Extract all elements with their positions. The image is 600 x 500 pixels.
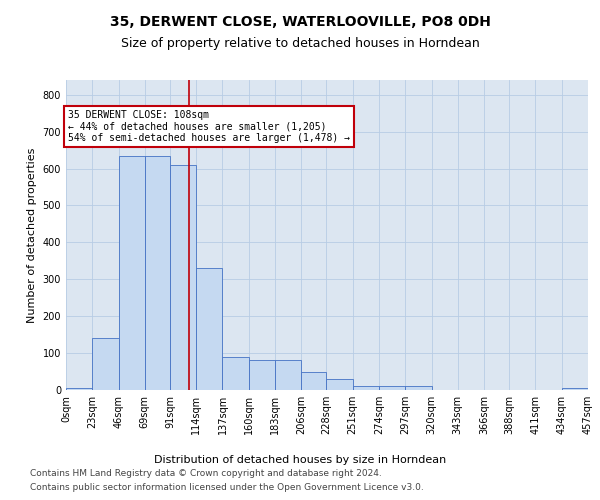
Text: 35, DERWENT CLOSE, WATERLOOVILLE, PO8 0DH: 35, DERWENT CLOSE, WATERLOOVILLE, PO8 0D… bbox=[110, 15, 490, 29]
Text: Contains public sector information licensed under the Open Government Licence v3: Contains public sector information licen… bbox=[30, 484, 424, 492]
Bar bbox=[66, 388, 92, 390]
Text: 35 DERWENT CLOSE: 108sqm
← 44% of detached houses are smaller (1,205)
54% of sem: 35 DERWENT CLOSE: 108sqm ← 44% of detach… bbox=[68, 110, 350, 142]
Bar bbox=[562, 388, 588, 390]
Bar bbox=[119, 156, 145, 390]
Bar bbox=[326, 379, 353, 390]
Bar bbox=[92, 338, 119, 390]
Bar bbox=[145, 156, 170, 390]
Y-axis label: Number of detached properties: Number of detached properties bbox=[27, 148, 37, 322]
Bar bbox=[379, 386, 405, 390]
Bar bbox=[223, 357, 249, 390]
Bar bbox=[249, 360, 275, 390]
Text: Distribution of detached houses by size in Horndean: Distribution of detached houses by size … bbox=[154, 455, 446, 465]
Text: Contains HM Land Registry data © Crown copyright and database right 2024.: Contains HM Land Registry data © Crown c… bbox=[30, 468, 382, 477]
Bar bbox=[170, 165, 196, 390]
Bar bbox=[353, 386, 379, 390]
Bar bbox=[196, 268, 223, 390]
Text: Size of property relative to detached houses in Horndean: Size of property relative to detached ho… bbox=[121, 38, 479, 51]
Bar bbox=[275, 360, 301, 390]
Bar bbox=[405, 386, 431, 390]
Bar bbox=[301, 372, 326, 390]
